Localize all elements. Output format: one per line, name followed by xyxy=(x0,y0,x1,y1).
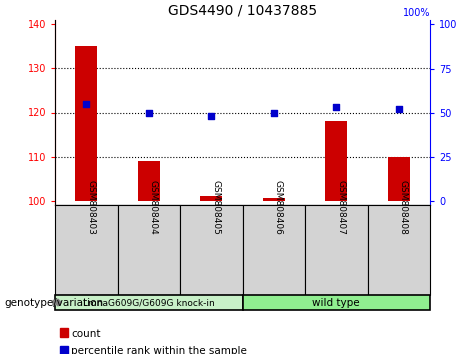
Text: wild type: wild type xyxy=(313,297,360,308)
Bar xyxy=(55,205,118,295)
Text: 100%: 100% xyxy=(402,8,430,18)
Text: count: count xyxy=(71,329,100,338)
Text: GSM808405: GSM808405 xyxy=(211,180,220,235)
Text: GSM808408: GSM808408 xyxy=(399,180,408,235)
Bar xyxy=(388,156,410,201)
Title: GDS4490 / 10437885: GDS4490 / 10437885 xyxy=(168,4,317,17)
Point xyxy=(207,113,215,119)
Text: genotype/variation: genotype/variation xyxy=(5,297,104,308)
Bar xyxy=(367,205,430,295)
Bar xyxy=(201,196,222,201)
Text: LmnaG609G/G609G knock-in: LmnaG609G/G609G knock-in xyxy=(83,298,215,307)
Point xyxy=(395,106,402,112)
Text: GSM808406: GSM808406 xyxy=(274,180,283,235)
Bar xyxy=(138,161,160,201)
Point xyxy=(145,110,153,115)
Bar xyxy=(75,46,97,201)
Text: GSM808404: GSM808404 xyxy=(149,180,158,235)
Text: percentile rank within the sample: percentile rank within the sample xyxy=(71,346,247,354)
Bar xyxy=(263,198,285,201)
Bar xyxy=(180,205,242,295)
Text: GSM808403: GSM808403 xyxy=(86,180,95,235)
Bar xyxy=(55,295,242,310)
Point xyxy=(270,110,278,115)
Bar xyxy=(242,295,430,310)
Point xyxy=(332,104,340,110)
Bar xyxy=(118,205,180,295)
Bar xyxy=(242,205,305,295)
Bar xyxy=(325,121,347,201)
Text: GSM808407: GSM808407 xyxy=(336,180,345,235)
Bar xyxy=(305,205,367,295)
Point xyxy=(83,101,90,107)
